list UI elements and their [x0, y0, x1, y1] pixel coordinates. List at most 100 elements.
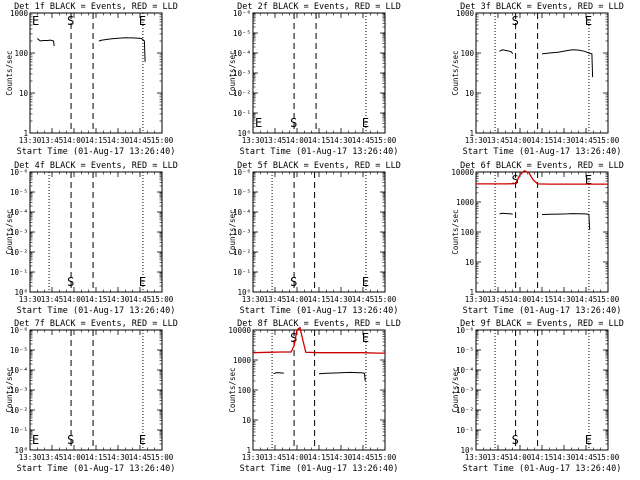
panel-title: Det 1f BLACK = Events, RED = LLD	[14, 2, 178, 12]
y-tick-label: 10⁻⁵	[233, 188, 251, 197]
x-tick-label: 15:00	[597, 136, 620, 145]
x-tick-label: 14:15	[85, 136, 108, 145]
x-tick-label: 14:00	[509, 453, 532, 462]
y-tick-label: 100	[460, 228, 474, 237]
x-tick-label: 14:45	[575, 136, 598, 145]
y-axis-label: Counts/sec	[5, 50, 14, 95]
series-lld-line	[476, 170, 608, 185]
x-axis-label: Start Time (01-Aug-17 13:26:40)	[17, 147, 176, 157]
x-tick-label: 14:00	[509, 136, 532, 145]
x-tick-label: 13:45	[264, 295, 287, 304]
y-tick-label: 1	[23, 129, 28, 138]
panel-title: Det 2f BLACK = Events, RED = LLD	[237, 2, 401, 12]
x-tick-label: 13:45	[487, 136, 510, 145]
x-tick-label: 15:00	[374, 453, 397, 462]
marker-label-e: E	[585, 433, 592, 447]
x-tick-label: 14:45	[352, 453, 375, 462]
y-tick-label: 10⁰	[237, 288, 251, 297]
x-tick-label: 14:30	[107, 453, 130, 462]
y-tick-label: 10⁻⁵	[10, 346, 28, 355]
y-tick-label: 10⁻¹	[456, 426, 474, 435]
x-tick-label: 13:45	[41, 295, 64, 304]
series-events-line	[499, 49, 514, 55]
x-tick-label: 13:30	[465, 453, 488, 462]
y-tick-label: 10⁻³	[10, 228, 28, 237]
x-axis-label: Start Time (01-Aug-17 13:26:40)	[240, 306, 399, 316]
y-tick-label: 10⁻⁵	[456, 346, 474, 355]
x-tick-label: 14:30	[330, 136, 353, 145]
y-tick-label: 1	[469, 288, 474, 297]
marker-label-e: E	[139, 14, 146, 28]
marker-label-s: S	[512, 173, 519, 187]
series-events-line	[541, 49, 594, 78]
x-tick-label: 13:45	[41, 136, 64, 145]
x-tick-label: 14:00	[63, 136, 86, 145]
x-tick-label: 14:45	[575, 295, 598, 304]
y-axis-label: Counts/sec	[451, 209, 460, 254]
y-tick-label: 10⁻¹	[233, 109, 251, 118]
plot-frame	[475, 12, 609, 134]
y-tick-label: 10⁻⁶	[233, 168, 251, 177]
plot-frame	[252, 12, 386, 134]
panel-det-9: Det 9f BLACK = Events, RED = LLD 10⁰ 10⁻¹ 1…	[451, 319, 624, 474]
x-tick-label: 14:45	[575, 453, 598, 462]
y-tick-label: 10⁻⁶	[456, 326, 474, 335]
panel-title: Det 9f BLACK = Events, RED = LLD	[460, 319, 624, 329]
x-tick-label: 14:00	[63, 295, 86, 304]
marker-label-s: S	[67, 14, 74, 28]
x-tick-label: 13:30	[19, 453, 42, 462]
x-axis-label: Start Time (01-Aug-17 13:26:40)	[463, 147, 622, 157]
y-tick-label: 10⁰	[460, 446, 474, 455]
x-tick-label: 13:30	[242, 453, 265, 462]
x-tick-label: 14:30	[553, 453, 576, 462]
panel-det-5: Det 5f BLACK = Events, RED = LLD 10⁰ 10⁻¹ 1…	[228, 161, 401, 316]
x-tick-label: 13:45	[264, 136, 287, 145]
series-events-line	[499, 212, 513, 215]
marker-label-s: S	[290, 116, 297, 130]
panel-det-3: Det 3f BLACK = Events, RED = LLD 1 10 100 10…	[451, 2, 624, 157]
x-tick-label: 14:30	[107, 295, 130, 304]
series-events-line	[98, 37, 146, 62]
y-axis-label: Counts/sec	[451, 50, 460, 95]
x-tick-label: 14:45	[352, 136, 375, 145]
x-axis-label: Start Time (01-Aug-17 13:26:40)	[463, 464, 622, 474]
series-events-line	[318, 371, 366, 382]
x-tick-label: 14:45	[129, 295, 152, 304]
x-tick-label: 14:15	[308, 453, 331, 462]
x-tick-label: 14:30	[107, 136, 130, 145]
y-tick-label: 10⁻⁵	[10, 188, 28, 197]
panel-det-1: Det 1f BLACK = Events, RED = LLD 1 10 100 10…	[5, 2, 178, 157]
y-tick-label: 10⁰	[14, 446, 28, 455]
y-tick-label: 1	[469, 129, 474, 138]
x-tick-label: 15:00	[597, 295, 620, 304]
y-tick-label: 10⁻⁶	[10, 326, 28, 335]
marker-label-e: E	[32, 433, 39, 447]
y-tick-label: 1000	[10, 9, 29, 18]
panel-det-7: Det 7f BLACK = Events, RED = LLD 10⁰ 10⁻¹ 1…	[5, 319, 178, 474]
marker-label-s: S	[290, 331, 297, 345]
marker-label-e: E	[362, 331, 369, 345]
marker-label-e: E	[362, 275, 369, 289]
marker-label-s: S	[512, 14, 519, 28]
y-axis-label: Counts/sec	[5, 209, 14, 254]
marker-label-s: S	[290, 275, 297, 289]
y-tick-label: 10	[19, 89, 29, 98]
x-tick-label: 14:30	[553, 295, 576, 304]
x-axis-label: Start Time (01-Aug-17 13:26:40)	[240, 147, 399, 157]
x-tick-label: 14:15	[85, 453, 108, 462]
y-tick-label: 10⁻³	[10, 386, 28, 395]
x-tick-label: 15:00	[374, 136, 397, 145]
y-tick-label: 10	[242, 416, 252, 425]
x-tick-label: 14:45	[352, 295, 375, 304]
x-tick-label: 14:45	[129, 453, 152, 462]
y-tick-label: 10⁻²	[233, 89, 251, 98]
y-tick-label: 10⁻⁴	[10, 208, 28, 217]
marker-label-e: E	[362, 116, 369, 130]
marker-label-e: E	[139, 433, 146, 447]
y-tick-label: 1	[246, 446, 251, 455]
panel-det-8: Det 8f BLACK = Events, RED = LLD 1 10 100 10…	[228, 319, 401, 474]
x-tick-label: 13:45	[264, 453, 287, 462]
y-tick-label: 10	[465, 258, 475, 267]
y-tick-label: 10⁻²	[456, 406, 474, 415]
marker-label-s: S	[67, 433, 74, 447]
